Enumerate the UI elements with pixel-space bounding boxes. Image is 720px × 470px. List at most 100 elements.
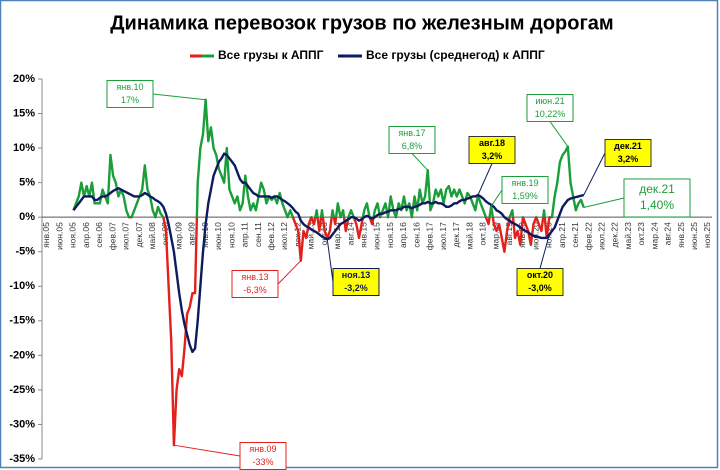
legend-label: Все грузы к АППГ — [218, 48, 324, 62]
annotation-leader — [173, 444, 241, 457]
x-tick-label: ноя.10 — [226, 222, 236, 248]
y-tick-label: 15% — [13, 107, 35, 119]
x-tick-label: фев.12 — [266, 222, 276, 250]
x-tick-label: мар.24 — [649, 222, 659, 249]
series-line — [72, 152, 585, 354]
annotation-leader — [583, 152, 606, 196]
x-tick-label: апр.11 — [240, 222, 250, 248]
annotation-box — [231, 270, 279, 298]
x-tick-label: фев.22 — [583, 222, 593, 250]
annotation-box — [468, 136, 516, 164]
annotation-box — [526, 94, 574, 122]
series-line-negative — [127, 217, 554, 447]
annotation-leader — [549, 121, 569, 147]
x-tick-label: дек.17 — [451, 222, 461, 247]
annotation-text: дек.21 — [639, 182, 675, 196]
annotation-box — [106, 80, 154, 108]
y-tick-label: -5% — [15, 246, 35, 258]
x-tick-label: авг.14 — [345, 222, 355, 245]
annotation-text: авг.18 — [479, 138, 505, 148]
annotation-leader — [277, 260, 302, 285]
x-tick-label: авг.19 — [504, 222, 514, 245]
annotation-text: 3,2% — [482, 151, 503, 161]
annotation-text: янв.10 — [116, 82, 143, 92]
x-tick-label: ноя.05 — [68, 222, 78, 248]
x-tick-label: июл.12 — [279, 222, 289, 250]
y-tick-label: -10% — [9, 280, 35, 292]
x-tick-label: июн.15 — [372, 222, 382, 250]
annotation-text: дек.21 — [614, 141, 642, 151]
annotation-text: -3,0% — [528, 283, 552, 293]
x-tick-label: янв.05 — [41, 222, 51, 248]
annotation-leader — [326, 239, 334, 283]
annotation-text: 1,59% — [512, 191, 538, 201]
annotation-text: ноя.13 — [342, 270, 371, 280]
annotation-text: 17% — [121, 95, 139, 105]
annotation-text: 6,8% — [402, 141, 423, 151]
y-tick-label: -25% — [9, 384, 35, 396]
annotation-text: окт.20 — [527, 270, 553, 280]
x-tick-label: фев.07 — [107, 222, 117, 250]
legend-label: Все грузы (среднегод) к АППГ — [366, 48, 545, 62]
x-tick-label: май.13 — [306, 222, 316, 249]
y-tick-label: -35% — [9, 453, 35, 465]
x-tick-label: май.08 — [147, 222, 157, 249]
series-line-positive — [72, 98, 585, 218]
x-tick-label: мар.19 — [491, 222, 501, 249]
x-tick-label: авг.09 — [187, 222, 197, 245]
x-tick-label: ноя.15 — [385, 222, 395, 248]
y-tick-label: -20% — [9, 349, 35, 361]
x-tick-label: фев.17 — [425, 222, 435, 250]
annotation-text: янв.19 — [511, 178, 538, 188]
x-tick-label: янв.25 — [676, 222, 686, 248]
x-tick-label: мар.14 — [332, 222, 342, 249]
x-tick-label: июл.17 — [438, 222, 448, 250]
annotation-box — [332, 268, 380, 296]
x-tick-label: май.18 — [464, 222, 474, 249]
annotation-text: 10,22% — [535, 109, 566, 119]
x-tick-label: июл.07 — [121, 222, 131, 250]
annotation-box — [388, 126, 436, 154]
annotation-box — [623, 178, 691, 218]
annotation-leader — [539, 234, 550, 269]
x-tick-label: май.23 — [623, 222, 633, 249]
annotation-leader — [477, 163, 493, 196]
y-tick-label: 5% — [19, 177, 35, 189]
x-tick-label: сен.11 — [253, 222, 263, 247]
x-tick-label: июн.05 — [54, 222, 64, 250]
y-tick-label: 10% — [13, 142, 35, 154]
x-tick-label: авг.24 — [663, 222, 673, 245]
y-tick-label: -15% — [9, 315, 35, 327]
x-tick-label: сен.21 — [570, 222, 580, 248]
y-tick-label: -30% — [9, 418, 35, 430]
annotation-text: 1,40% — [640, 198, 674, 212]
annotation-box — [501, 176, 549, 204]
annotation-text: янв.09 — [249, 444, 276, 454]
x-tick-label: апр.06 — [81, 222, 91, 248]
x-tick-label: апр.16 — [398, 222, 408, 248]
annotation-box — [239, 442, 287, 470]
y-tick-label: 0% — [19, 211, 35, 223]
annotation-leader — [490, 189, 503, 207]
x-tick-label: июн.10 — [213, 222, 223, 250]
x-tick-label: мар.09 — [173, 222, 183, 249]
annotation-text: 3,2% — [618, 154, 639, 164]
annotation-text: -6,3% — [243, 285, 267, 295]
x-tick-label: апр.21 — [557, 222, 567, 248]
y-tick-label: 20% — [13, 73, 35, 85]
annotation-box — [604, 139, 652, 167]
annotation-leader — [152, 93, 206, 101]
annotation-text: янв.13 — [241, 272, 268, 282]
x-tick-label: июн.25 — [689, 222, 699, 250]
annotation-leader — [583, 197, 625, 208]
x-tick-label: июл.22 — [596, 222, 606, 250]
x-tick-label: окт.23 — [636, 222, 646, 246]
annotation-box — [516, 268, 564, 296]
x-tick-label: сен.16 — [411, 222, 421, 248]
x-tick-label: сен.06 — [94, 222, 104, 248]
x-tick-label: янв.15 — [359, 222, 369, 248]
chart-title: Динамика перевозок грузов по железным до… — [110, 12, 613, 34]
x-tick-label: дек.07 — [134, 222, 144, 247]
x-tick-label: дек.22 — [610, 222, 620, 247]
